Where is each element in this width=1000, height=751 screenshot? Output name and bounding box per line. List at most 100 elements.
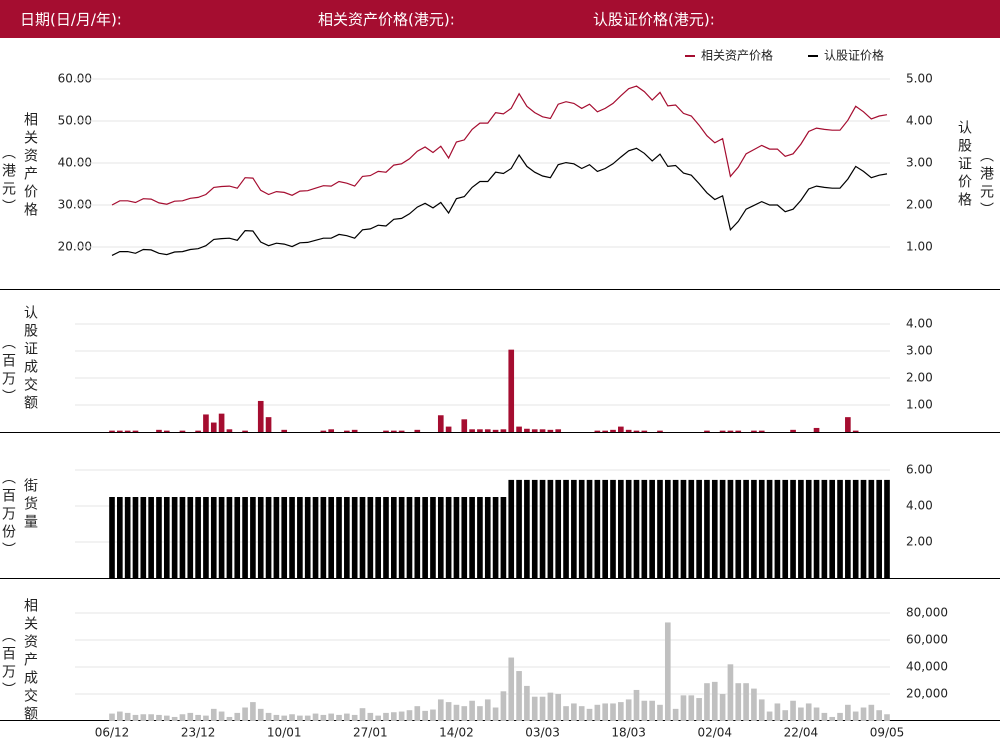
bar [782,710,789,721]
y-axis-label: 认股证成交额 [22,305,38,413]
bar [336,714,342,721]
y-axis-label: 街货量 [22,478,38,532]
bar [437,699,444,721]
bar [555,694,562,721]
bar [578,706,585,721]
bar [179,714,186,721]
bar [680,695,687,721]
bar [226,716,233,721]
bar [414,429,421,432]
bar [210,708,217,721]
bar [422,710,428,721]
bar [758,479,765,578]
bar [132,714,139,721]
bar [876,479,882,578]
bar [312,497,319,578]
bar [109,430,115,432]
x-tick-label: 03/03 [525,726,560,740]
bar [500,691,507,721]
legend-label: 认股证价格 [824,48,884,63]
bar [798,479,804,578]
bar [641,479,648,578]
bar [414,497,421,578]
x-tick-label: 02/04 [697,726,732,740]
bar [273,497,280,578]
bar [351,497,358,578]
bar [711,681,718,721]
bar [524,685,530,721]
bar [868,479,875,578]
bar [524,428,530,432]
bar [845,417,851,432]
tick-label: 50.00 [58,114,92,128]
bar [344,430,350,432]
bar [516,671,522,721]
bar [547,479,554,578]
bar [461,419,468,432]
bar [868,704,875,721]
bar [618,702,624,721]
bar [727,479,734,578]
bar [555,429,562,432]
tick-label: 4.00 [906,114,933,128]
bar [774,703,781,721]
bar [437,415,444,432]
bar [602,703,608,721]
bar [845,704,851,721]
bar [735,683,742,721]
bar [821,712,828,721]
bar [398,497,405,578]
bar [148,497,154,578]
bar [594,704,601,721]
x-tick-label: 10/01 [267,726,302,740]
bar [696,479,702,578]
bar [437,497,444,578]
bar [414,706,421,721]
bar [829,716,836,721]
bar [618,426,624,432]
x-tick-label: 23/12 [181,726,216,740]
header-label: 相关资产价格(港元): [318,11,455,29]
bar [163,430,170,432]
bar [758,699,765,721]
bar [790,429,796,432]
bar [257,497,264,578]
bar [367,497,374,578]
bar [500,497,507,578]
bar [735,430,742,432]
bar [391,712,397,721]
bar [531,429,538,432]
bar [531,696,538,721]
bar [469,429,475,432]
bar [743,479,749,578]
bar [766,711,773,721]
bar [257,708,264,721]
bar [813,427,820,432]
bar [117,430,123,432]
bar [711,479,718,578]
bar [203,497,209,578]
bar [860,707,867,721]
bar [492,429,499,432]
bar [578,479,585,578]
bar [171,716,178,721]
bar [798,707,804,721]
bar [179,430,186,432]
tick-label: 40,000 [906,660,948,674]
bar [586,479,593,578]
line [111,85,888,206]
bar [805,703,812,721]
bar [618,479,624,578]
bar [422,497,428,578]
bar [234,497,241,578]
bar [210,497,217,578]
tick-label: 30.00 [58,198,92,212]
bar [484,699,491,721]
bar [719,479,726,578]
bar [657,704,663,721]
bar [367,712,374,721]
bar [156,497,162,578]
bar [758,430,765,432]
bar [398,711,405,721]
